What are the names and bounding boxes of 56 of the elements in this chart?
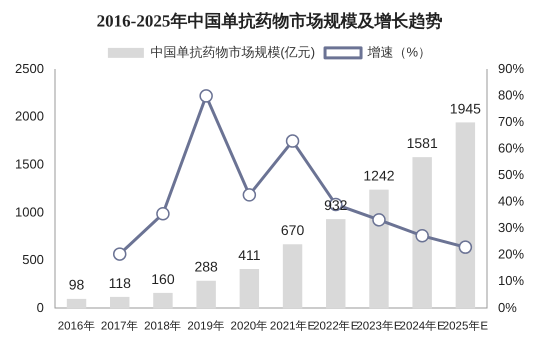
data-label: 118: [108, 274, 132, 291]
y2-tick-label: 40%: [498, 194, 524, 209]
x-tick-label: 2019年: [187, 319, 225, 332]
y2-tick-label: 70%: [498, 114, 524, 130]
bar: [240, 268, 260, 308]
bar: [196, 280, 216, 308]
data-label: 1945: [450, 100, 482, 116]
point: [242, 188, 256, 202]
x-tick-label: 2016年: [58, 319, 96, 332]
data-label: 98: [68, 276, 85, 293]
x-tick-label: 2020年: [230, 319, 268, 332]
legend-label: 中国单抗药物市场规模(亿元): [150, 44, 316, 60]
point: [199, 89, 213, 103]
y2-tick-label: 60%: [498, 140, 524, 156]
x-tick-label: 2021年E: [270, 319, 316, 332]
x-tick-label: 2022年E: [313, 319, 359, 332]
chart-title: 2016-2025年中国单抗药物市场规模及增长趋势: [96, 12, 442, 31]
bar: [66, 298, 86, 308]
x-tick-label: 2018年: [144, 319, 182, 332]
legend-label: 增速（%）: [366, 44, 432, 60]
data-label: 670: [280, 222, 304, 238]
data-label: 1581: [406, 135, 438, 152]
data-label: 1242: [363, 167, 395, 184]
point: [156, 206, 170, 220]
y2-tick-label: 30%: [498, 220, 524, 236]
y2-tick-label: 20%: [498, 246, 524, 262]
y-tick-label: 2500: [15, 60, 44, 76]
bar: [110, 296, 130, 308]
bar: [326, 219, 346, 308]
bar: [282, 244, 302, 308]
x-tick-label: 2024年E: [400, 319, 446, 332]
y2-tick-label: 50%: [498, 167, 524, 182]
y-tick-label: 0: [36, 300, 44, 315]
data-label: 411: [238, 246, 261, 263]
y-tick-label: 1500: [15, 156, 44, 172]
bar: [153, 292, 173, 308]
point: [372, 213, 386, 227]
y-tick-label: 1000: [15, 204, 44, 220]
point: [112, 247, 126, 261]
y2-tick-label: 90%: [498, 60, 524, 76]
point: [458, 240, 472, 254]
y2-tick-label: 10%: [498, 273, 524, 288]
bar: [369, 190, 389, 308]
data-label: 160: [151, 270, 175, 287]
x-tick-label: 2025年E: [442, 319, 488, 332]
bar: [412, 157, 432, 308]
x-tick-label: 2023年E: [356, 319, 402, 332]
y2-tick-label: 80%: [498, 88, 524, 103]
point: [286, 134, 300, 148]
y2-tick-label: 0%: [498, 300, 518, 315]
data-label: 288: [194, 258, 218, 275]
y-tick-label: 500: [22, 252, 44, 268]
x-tick-label: 2017年: [100, 319, 139, 332]
y-tick-label: 2000: [15, 108, 44, 124]
point: [415, 229, 429, 243]
bar: [456, 122, 476, 308]
